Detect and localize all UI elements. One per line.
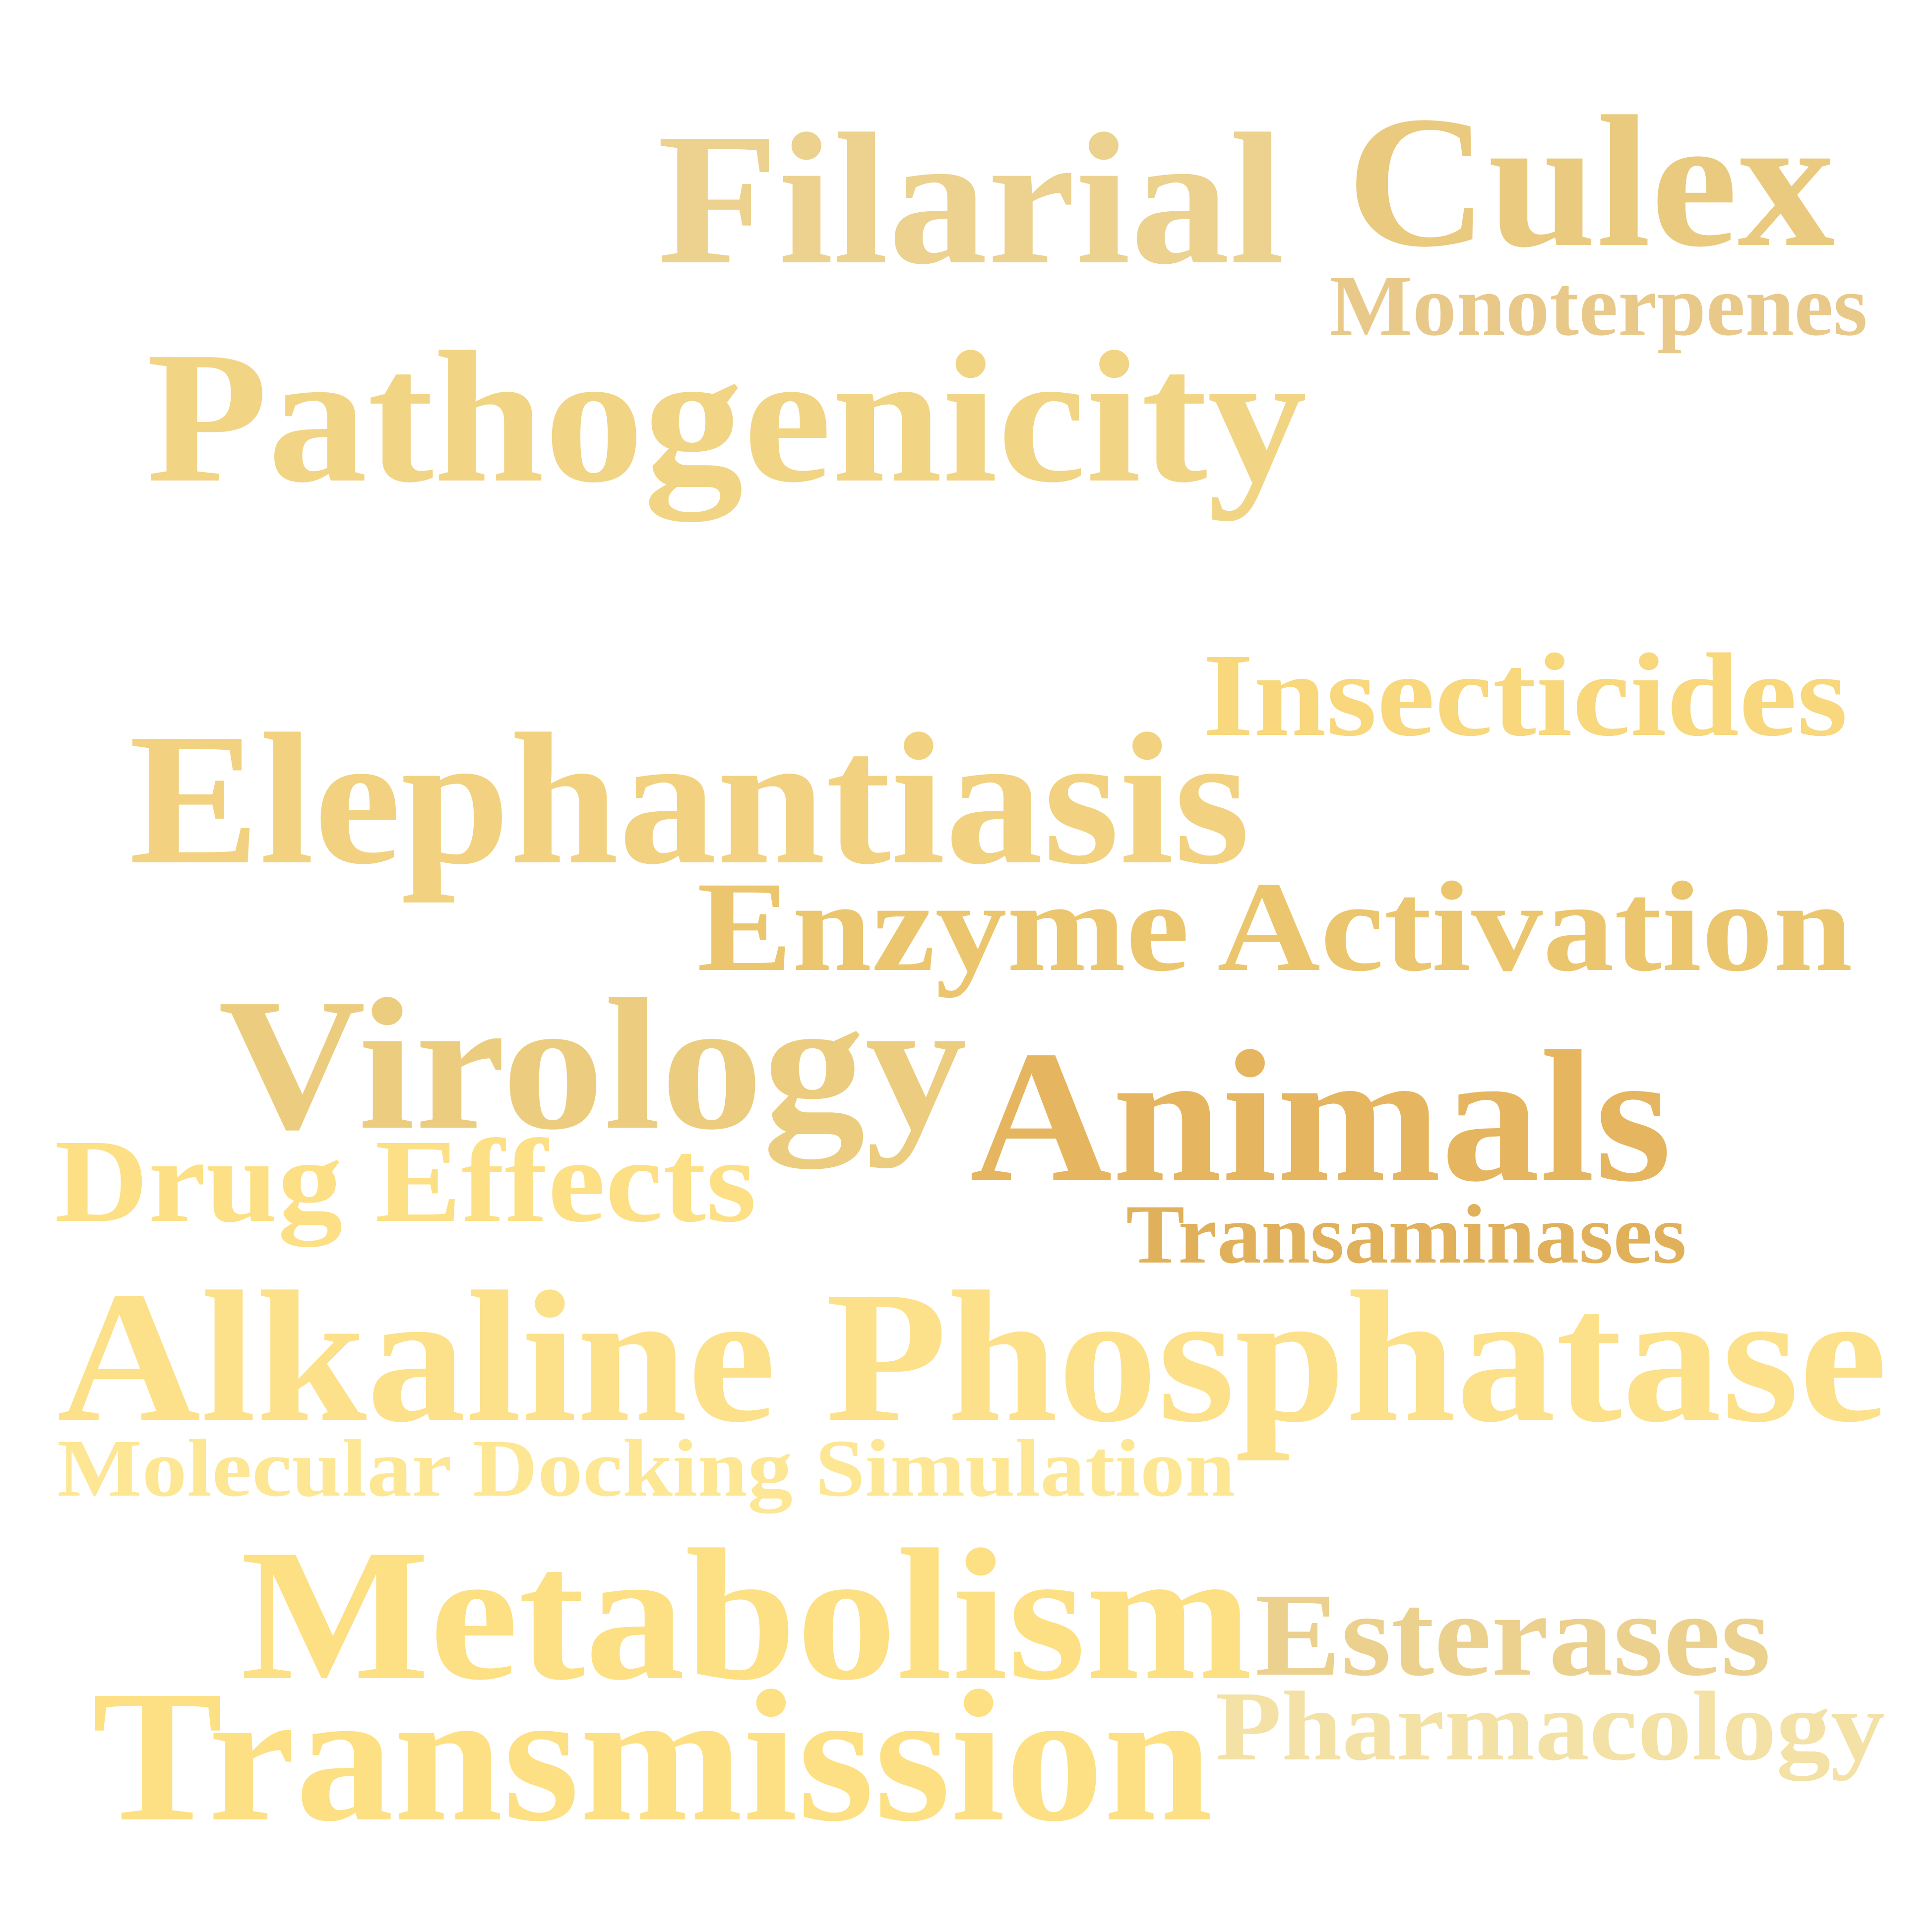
word-elephantiasis: Elephantiasis [129,694,1250,904]
word-transaminases: Transaminases [1126,1187,1686,1281]
word-alkaline-phosphatase: Alkaline Phosphatase [57,1252,1888,1461]
word-virology: Virology [218,960,967,1169]
word-culex: Culex [1347,77,1835,286]
word-pharmacology: Pharmacology [1215,1672,1885,1781]
word-drug-effects: Drug Effects [55,1115,757,1247]
word-esterases: Esterases [1255,1569,1771,1701]
word-pathogenicity: Pathogenicity [146,312,1307,522]
word-enzyme-activation: Enzyme Activation [697,855,1853,998]
word-insecticides: Insecticides [1203,629,1848,761]
word-metabolism: Metabolism [241,1510,1252,1719]
word-transmission: Transmission [92,1651,1213,1861]
word-filarial: Filarial [657,94,1285,303]
word-animals: Animals [970,1012,1672,1221]
word-monoterpenes: Monoterpenes [1329,257,1868,354]
word-molecular-docking-simulation: Molecular Docking Simulation [57,1423,1235,1514]
